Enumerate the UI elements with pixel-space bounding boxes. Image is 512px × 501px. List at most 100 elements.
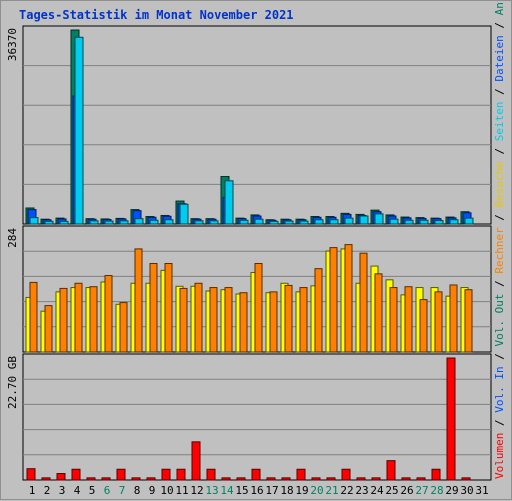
bar-volumen-day-30 bbox=[461, 477, 471, 481]
chart-title: Tages-Statistik im Monat November 2021 bbox=[19, 8, 294, 22]
bar-rechner-day-17 bbox=[269, 291, 278, 353]
legend-item: Besuche bbox=[493, 161, 506, 207]
x-tick-label-day-13: 13 bbox=[205, 484, 218, 497]
bar-seiten-day-26 bbox=[404, 219, 414, 225]
x-tick-label-day-10: 10 bbox=[160, 484, 173, 497]
bar-rechner-day-4 bbox=[74, 282, 83, 353]
bar-seiten-day-2 bbox=[44, 220, 54, 225]
bar-volumen-day-16 bbox=[251, 468, 261, 481]
bar-volumen-day-24 bbox=[371, 477, 381, 481]
x-tick-label-day-15: 15 bbox=[235, 484, 248, 497]
bar-rechner-day-7 bbox=[119, 302, 128, 353]
x-tick-label-day-19: 19 bbox=[295, 484, 308, 497]
bar-volumen-day-6 bbox=[101, 477, 111, 481]
bar-rechner-day-9 bbox=[149, 263, 158, 353]
x-tick-label-day-6: 6 bbox=[104, 484, 111, 497]
legend-item: Vol. In bbox=[493, 366, 506, 412]
legend-item: Dateien bbox=[493, 35, 506, 81]
bar-seiten-day-13 bbox=[209, 220, 219, 225]
x-tick-label-day-4: 4 bbox=[74, 484, 81, 497]
bar-volumen-day-26 bbox=[401, 477, 411, 481]
bar-rechner-day-8 bbox=[134, 248, 143, 353]
bar-rechner-day-30 bbox=[464, 289, 473, 353]
bar-rechner-day-27 bbox=[419, 299, 428, 353]
bar-rechner-day-20 bbox=[314, 268, 323, 353]
legend-item: / bbox=[493, 82, 506, 102]
bar-volumen-day-3 bbox=[56, 473, 66, 481]
bar-seiten-day-8 bbox=[134, 218, 144, 225]
x-tick-label-day-28: 28 bbox=[430, 484, 443, 497]
bar-rechner-day-16 bbox=[254, 263, 263, 353]
x-tick-label-day-1: 1 bbox=[29, 484, 36, 497]
bar-seiten-day-10 bbox=[164, 219, 174, 225]
bar-rechner-day-26 bbox=[404, 286, 413, 353]
x-tick-label-day-5: 5 bbox=[89, 484, 96, 497]
x-tick-label-day-3: 3 bbox=[59, 484, 66, 497]
y-max-label: 36370 bbox=[6, 28, 19, 61]
bar-volumen-day-28 bbox=[431, 468, 441, 481]
bar-rechner-day-5 bbox=[89, 286, 98, 353]
x-tick-label-day-9: 9 bbox=[149, 484, 156, 497]
bar-rechner-day-12 bbox=[194, 282, 203, 353]
bar-seiten-day-23 bbox=[359, 215, 369, 225]
bar-volumen-day-17 bbox=[266, 477, 276, 481]
x-tick-label-day-26: 26 bbox=[400, 484, 413, 497]
legend-item: / bbox=[493, 274, 506, 294]
y-max-label: 22.70 GB bbox=[6, 356, 19, 409]
bar-seiten-day-24 bbox=[374, 213, 384, 225]
bar-rechner-day-3 bbox=[59, 287, 68, 353]
bar-seiten-day-16 bbox=[254, 218, 264, 225]
bar-volumen-day-9 bbox=[146, 477, 156, 481]
bar-seiten-day-7 bbox=[119, 220, 129, 225]
legend-item: Vol. Out bbox=[493, 294, 506, 347]
bar-seiten-day-29 bbox=[449, 219, 459, 225]
bar-seiten-day-15 bbox=[239, 219, 249, 225]
bar-seiten-day-9 bbox=[149, 219, 159, 225]
legend-item: Rechner bbox=[493, 227, 506, 274]
x-tick-label-day-23: 23 bbox=[355, 484, 368, 497]
bar-rechner-day-21 bbox=[329, 247, 338, 353]
x-tick-label-day-30: 30 bbox=[460, 484, 473, 497]
bar-volumen-day-2 bbox=[41, 477, 51, 481]
x-tick-label-day-11: 11 bbox=[175, 484, 188, 497]
legend-item: / bbox=[493, 347, 506, 367]
bar-rechner-day-11 bbox=[179, 287, 188, 353]
bar-seiten-day-12 bbox=[194, 220, 204, 225]
bar-volumen-day-14 bbox=[221, 477, 231, 481]
bar-volumen-day-12 bbox=[191, 441, 201, 481]
bar-volumen-day-22 bbox=[341, 468, 351, 481]
bar-seiten-day-21 bbox=[329, 219, 339, 225]
bar-volumen-day-25 bbox=[386, 460, 396, 481]
bar-seiten-day-1 bbox=[29, 217, 39, 225]
bar-seiten-day-30 bbox=[464, 217, 474, 225]
legend-item: Anfragen bbox=[493, 1, 506, 15]
bar-rechner-day-29 bbox=[449, 284, 458, 353]
bar-rechner-day-22 bbox=[344, 244, 353, 353]
x-tick-label-day-24: 24 bbox=[370, 484, 384, 497]
bar-seiten-day-17 bbox=[269, 220, 279, 225]
x-tick-label-day-21: 21 bbox=[325, 484, 338, 497]
x-tick-label-day-7: 7 bbox=[119, 484, 126, 497]
legend-item: / bbox=[493, 15, 506, 35]
bar-volumen-day-18 bbox=[281, 477, 291, 481]
legend-item: / bbox=[493, 207, 506, 227]
bar-rechner-day-13 bbox=[209, 287, 218, 353]
bar-rechner-day-28 bbox=[434, 291, 443, 353]
x-tick-label-day-2: 2 bbox=[44, 484, 51, 497]
bar-rechner-day-18 bbox=[284, 284, 293, 353]
legend-item: Volumen bbox=[493, 433, 506, 479]
bar-volumen-day-7 bbox=[116, 468, 126, 481]
x-tick-label-day-18: 18 bbox=[280, 484, 293, 497]
panel-1-background bbox=[22, 25, 492, 225]
bar-volumen-day-11 bbox=[176, 468, 186, 481]
bar-rechner-day-24 bbox=[374, 273, 383, 353]
x-tick-label-day-22: 22 bbox=[340, 484, 353, 497]
bar-rechner-day-1 bbox=[29, 281, 38, 353]
bar-seiten-day-11 bbox=[179, 203, 189, 225]
panel-3-background bbox=[22, 353, 492, 481]
bar-volumen-day-5 bbox=[86, 477, 96, 481]
legend-item: / bbox=[493, 141, 506, 161]
x-tick-label-day-17: 17 bbox=[265, 484, 278, 497]
